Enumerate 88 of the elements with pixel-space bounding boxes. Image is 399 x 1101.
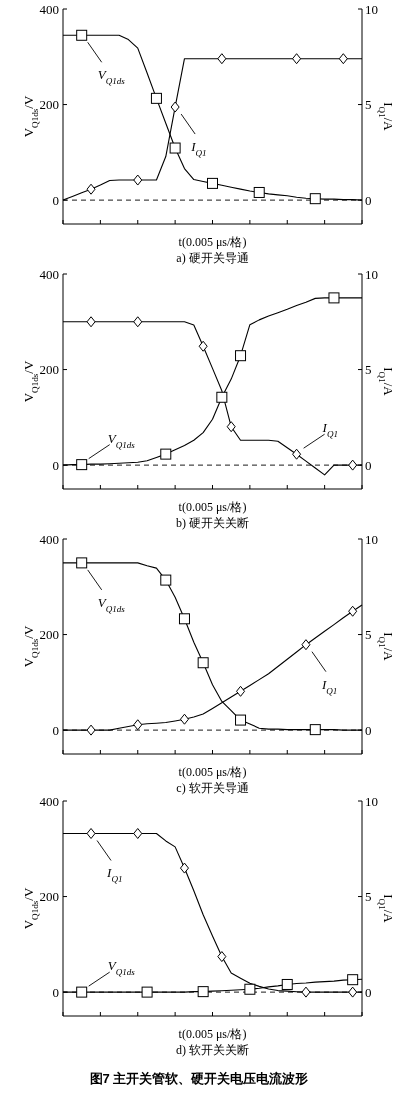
point [226,421,236,433]
point [235,350,247,362]
x-axis-title: t(0.005 μs/格) [178,500,247,514]
y-tick-label: 400 [39,266,59,282]
y2-tick-label: 0 [365,722,372,738]
point [133,174,143,186]
annotation: I$_{Q1}$ [106,865,123,885]
text: b) 硬开关关断 [176,516,249,530]
annotation: V$_{Q1ds}$ [97,594,126,614]
point [301,986,311,998]
point [217,951,227,963]
annotation: I$_{Q1}$ [320,676,338,696]
y2-tick-label: 5 [365,627,372,643]
point [76,557,88,569]
point [217,53,227,65]
point [179,713,189,725]
y-tick-label: 200 [39,362,59,378]
y2-tick-label: 10 [365,1,378,17]
y-tick-label: 200 [39,889,59,905]
y-tick-label: 0 [52,192,59,208]
point [309,724,321,736]
y2-tick-label: 5 [365,889,372,905]
point [281,978,293,990]
y-tick-label: 200 [39,97,59,113]
point [133,719,143,731]
point [216,391,228,403]
annotation: V$_{Q1ds}$ [107,430,136,450]
point [347,974,359,986]
point [235,714,247,726]
point [86,724,96,736]
point [292,53,302,65]
x-axis-title: t(0.005 μs/格) [178,235,247,249]
point [197,657,209,669]
y2-tick-label: 5 [365,362,372,378]
y-tick-label: 0 [52,984,59,1000]
point [348,459,358,471]
point [244,983,256,995]
point [338,53,348,65]
point [197,986,209,998]
y-tick-label: 400 [39,793,59,809]
y2-tick-label: 10 [365,266,378,282]
point [178,613,190,625]
y-tick-label: 400 [39,531,59,547]
y2-tick-label: 0 [365,457,372,473]
point [86,316,96,328]
point [309,193,321,205]
text: c) 软开关导通 [176,781,249,795]
point [76,29,88,41]
point [160,448,172,460]
point [133,316,143,328]
annotation: I$_{Q1}$ [190,139,207,159]
annotation: V$_{Q1ds}$ [107,958,136,978]
point [86,827,96,839]
point [133,827,143,839]
text: a) 硬开关导通 [176,251,249,265]
y2-tick-label: 5 [365,97,372,113]
annotation: V$_{Q1ds}$ [97,67,126,87]
y2-tick-label: 0 [365,192,372,208]
point [179,862,189,874]
y-tick-label: 200 [39,627,59,643]
point [170,101,180,113]
point [207,177,218,189]
point [236,685,246,697]
point [160,574,172,586]
point [348,986,358,998]
point [86,183,96,195]
caption: 图7 主开关管软、硬开关电压电流波形 [89,1071,309,1086]
point [301,639,311,651]
y2-tick-label: 10 [365,793,378,809]
point [76,986,88,998]
text: d) 软开关关断 [176,1043,249,1057]
point [150,92,162,104]
y2-tick-label: 10 [365,531,378,547]
point [292,448,302,460]
point [348,605,358,617]
x-axis-title: t(0.005 μs/格) [178,765,247,779]
y2-tick-label: 0 [365,984,372,1000]
y-tick-label: 0 [52,457,59,473]
point [253,186,265,198]
point [141,986,153,998]
point [198,340,208,352]
y-tick-label: 400 [39,1,59,17]
point [328,292,340,304]
x-axis-title: t(0.005 μs/格) [178,1027,247,1041]
point [76,459,88,471]
point [169,142,181,154]
y-tick-label: 0 [52,722,59,738]
annotation: I$_{Q1}$ [321,420,339,440]
